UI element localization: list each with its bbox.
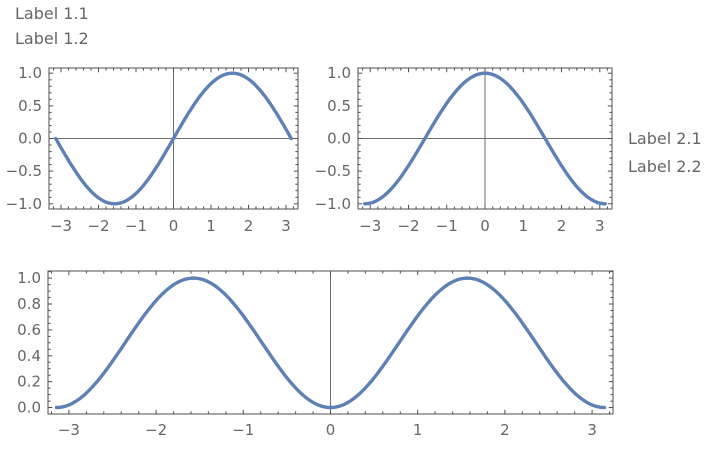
y-tick-label: −0.5 xyxy=(6,162,42,180)
plot-sin-squared: −3 −2 −1 0 1 2 3 0.0 0.2 0.4 0.6 0.8 1.0 xyxy=(17,269,614,439)
y-tick-label: 0.4 xyxy=(17,347,41,365)
plot-sin: −3 −2 −1 0 1 2 3 −1.0 −0.5 0.0 0.5 1.0 xyxy=(6,64,299,235)
x-tick-label: 3 xyxy=(281,217,291,235)
plot-cos: −3 −2 −1 0 1 2 3 −1.0 −0.5 0.0 0.5 1.0 xyxy=(315,64,613,235)
x-tick-label: −1 xyxy=(125,217,147,235)
x-tick-label: −2 xyxy=(87,217,109,235)
plot-frame xyxy=(47,270,614,415)
x-tick-label: −3 xyxy=(50,217,72,235)
y-tick-label: −1.0 xyxy=(6,195,42,213)
y-tick-label: 0.6 xyxy=(17,321,41,339)
x-tick-label: 0 xyxy=(326,421,336,439)
ticks xyxy=(358,68,612,209)
x-tick-label: 2 xyxy=(244,217,254,235)
y-tick-label: −1.0 xyxy=(315,195,351,213)
x-tick-label: 3 xyxy=(595,217,605,235)
plot-frame xyxy=(48,67,299,210)
x-tick-label: 1 xyxy=(519,217,529,235)
x-tick-label: −2 xyxy=(397,217,419,235)
y-tick-label: 0.0 xyxy=(18,130,42,148)
x-tick-label: −1 xyxy=(232,421,254,439)
x-tick-label: 0 xyxy=(480,217,490,235)
y-tick-label: 0.2 xyxy=(17,373,41,391)
y-tick-label: 1.0 xyxy=(17,269,41,287)
grid-label-2-2: Label 2.2 xyxy=(628,157,702,176)
plot-frame xyxy=(357,67,613,210)
y-tick-label: 0.5 xyxy=(18,97,42,115)
curve-sin-x- xyxy=(54,71,293,206)
x-tick-label: 2 xyxy=(557,217,567,235)
x-tick-label: 3 xyxy=(587,421,597,439)
y-tick-label: 0.0 xyxy=(17,399,41,417)
x-tick-label: 0 xyxy=(169,217,179,235)
y-tick-label: 0.5 xyxy=(327,97,351,115)
y-tick-label: 1.0 xyxy=(327,64,351,82)
x-tick-label: −2 xyxy=(145,421,167,439)
x-tick-label: −3 xyxy=(359,217,381,235)
x-tick-label: 2 xyxy=(500,421,510,439)
y-tick-label: 0.8 xyxy=(17,295,41,313)
x-tick-label: 1 xyxy=(206,217,216,235)
grid-label-1-1: Label 1.1 xyxy=(15,4,89,23)
x-tick-label: 1 xyxy=(413,421,423,439)
y-tick-label: 0.0 xyxy=(327,130,351,148)
grid-label-2-1: Label 2.1 xyxy=(628,129,702,148)
y-tick-label: 1.0 xyxy=(18,64,42,82)
curve-cos-x- xyxy=(363,71,607,206)
grid-label-1-2: Label 1.2 xyxy=(15,29,89,48)
curve-sin-x-2 xyxy=(54,276,607,410)
y-tick-label: −0.5 xyxy=(315,162,351,180)
x-tick-label: −3 xyxy=(58,421,80,439)
x-tick-label: −1 xyxy=(436,217,458,235)
